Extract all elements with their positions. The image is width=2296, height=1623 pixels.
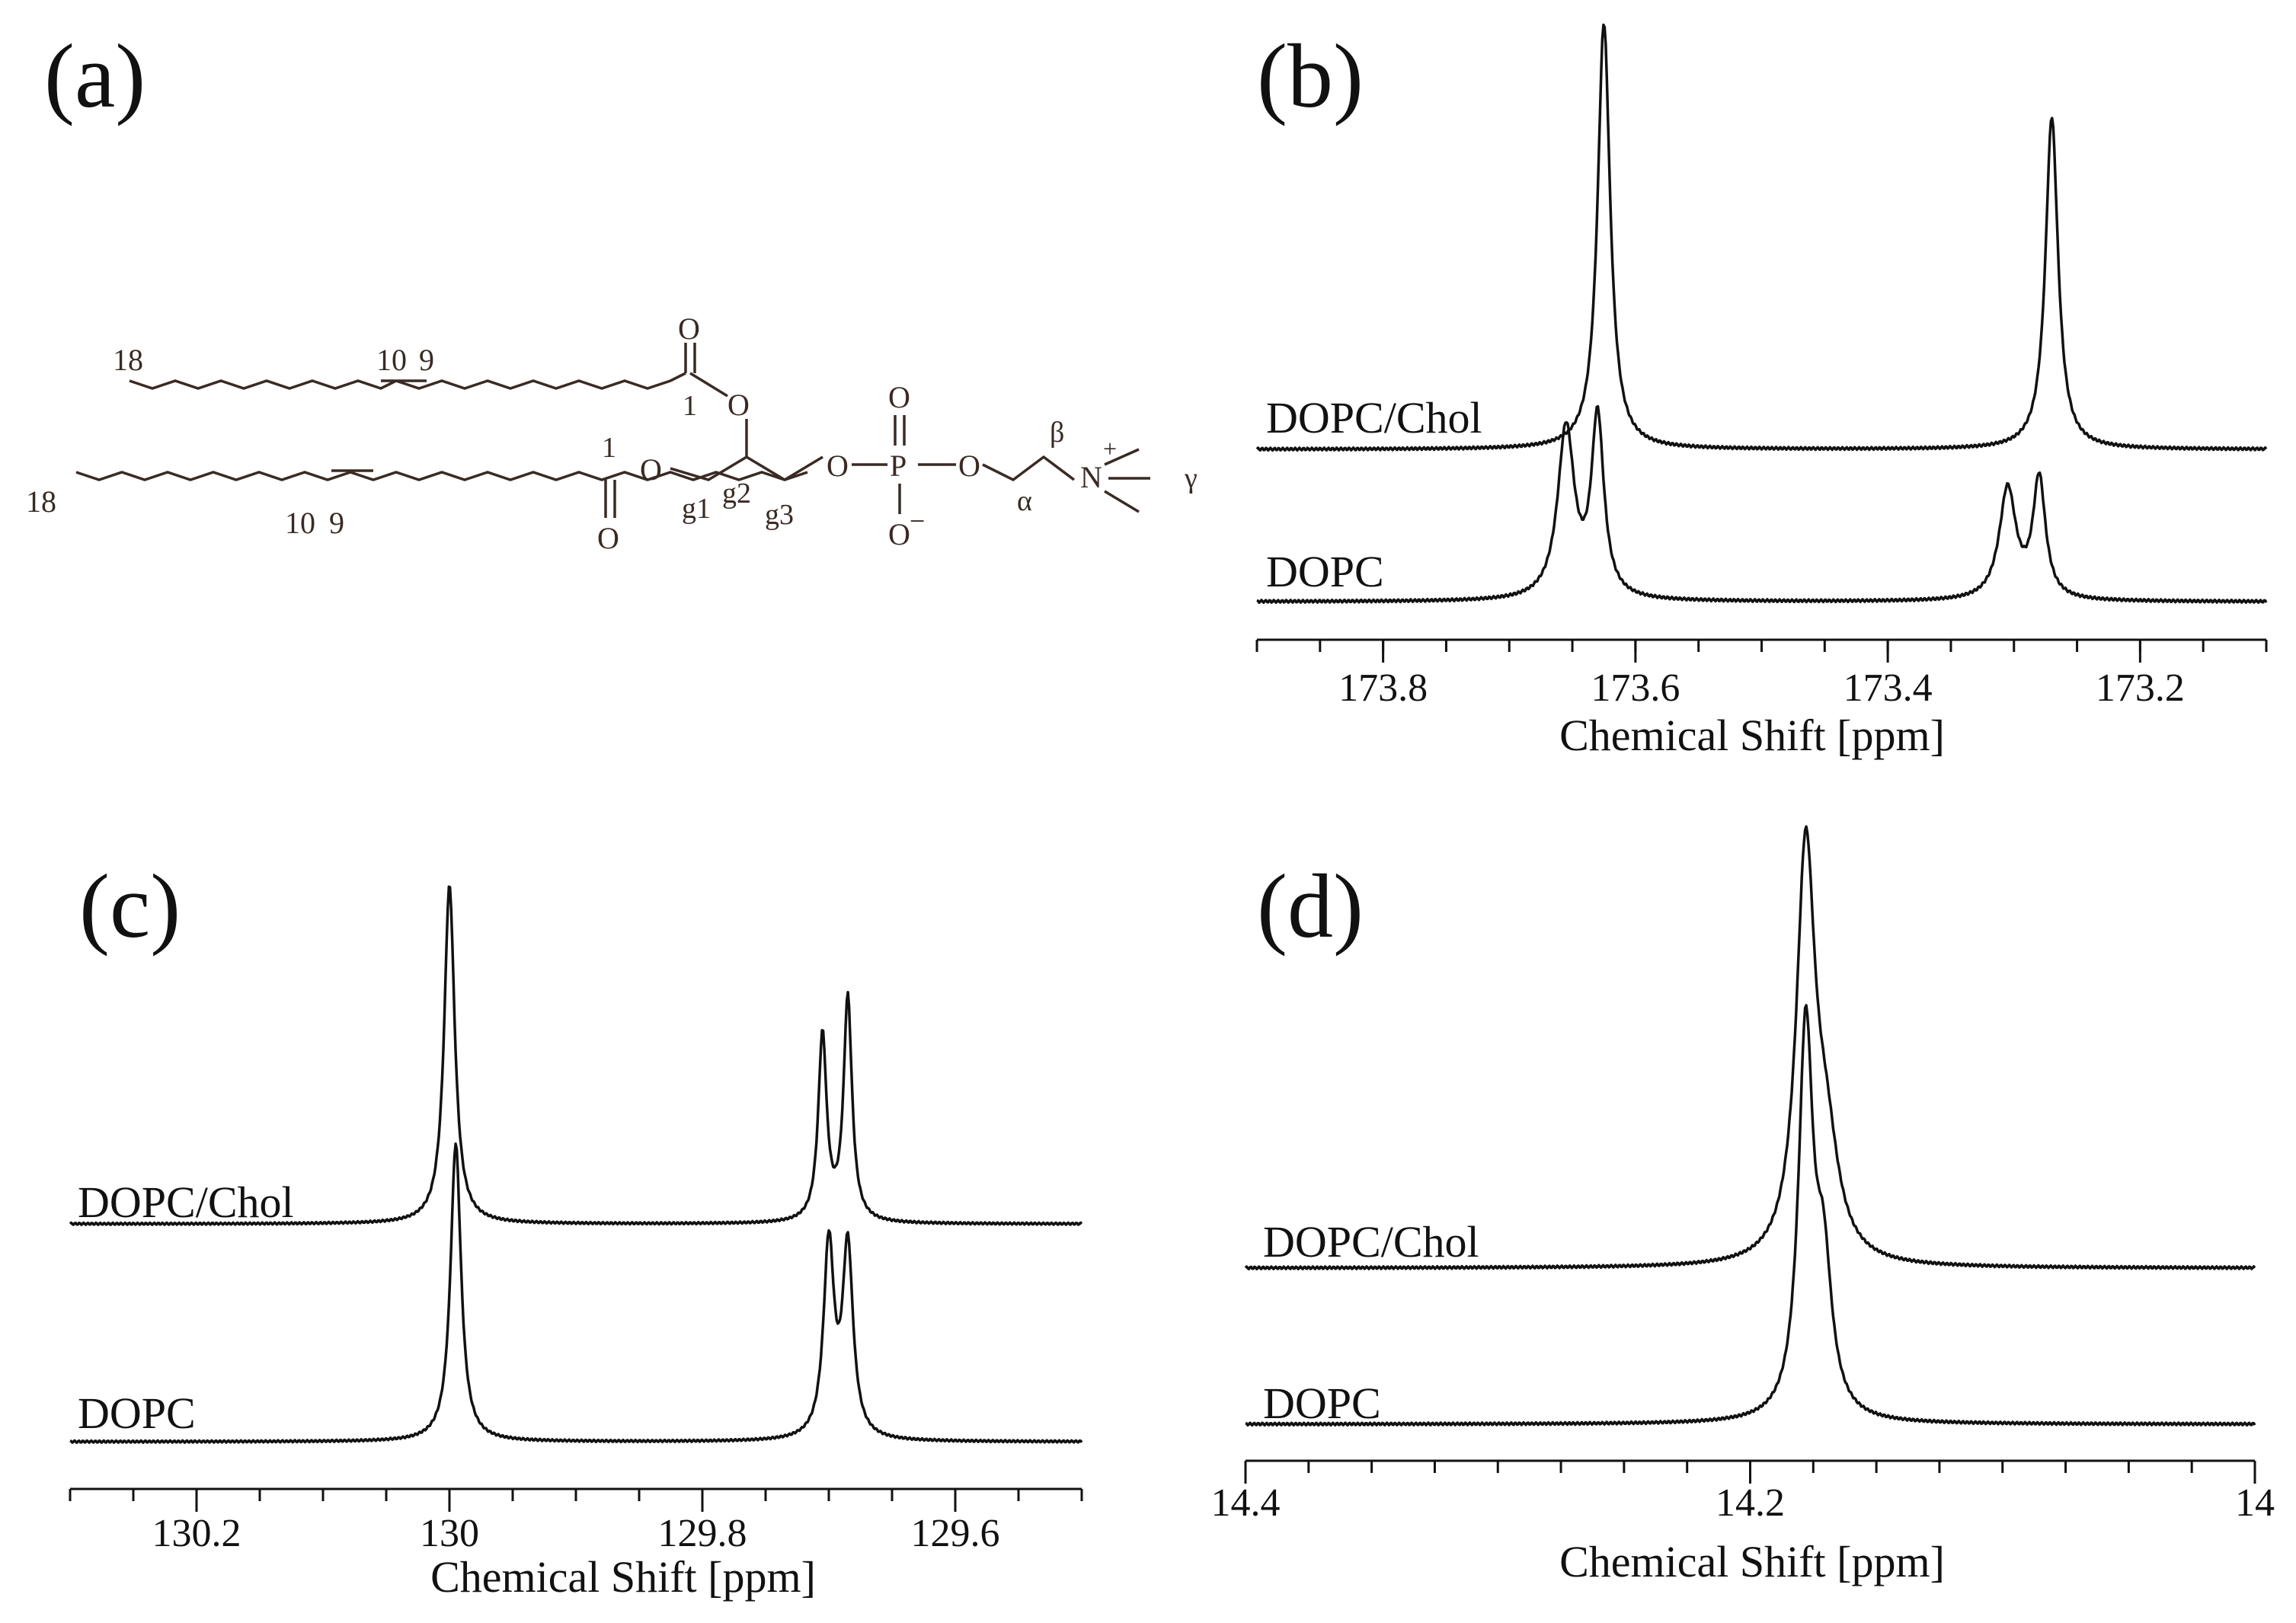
panel-b-tick-label: 173.8 [1338, 666, 1428, 710]
panel-d-trace-dopc [1245, 1004, 2256, 1427]
panel-d-tick-label: 14.2 [1716, 1481, 1785, 1525]
n-methyl-3 [1104, 490, 1140, 513]
spectrum-panel-d: DOPC/Chol DOPC Chemical Shift [ppm] 14.4… [1211, 825, 2275, 1586]
glycerol-g1: g1 [682, 493, 711, 525]
panel-b-tick-label: 173.4 [1844, 666, 1933, 710]
panel-c-series-1-label: DOPC/Chol [78, 1177, 294, 1227]
chain2-c10: 10 [285, 506, 315, 540]
chain1-o-carbonyl: O [678, 312, 700, 346]
panel-b-series-2-label: DOPC [1266, 547, 1384, 596]
panel-c-trace-dopc-chol [69, 885, 1083, 1226]
n-methyl-1 [1104, 448, 1140, 466]
chain2-o-ester: O [640, 452, 662, 487]
panel-b-label: (b) [1257, 25, 1364, 126]
spectrum-panel-c: DOPC/Chol DOPC Chemical Shift [ppm] 130.… [69, 885, 1083, 1602]
chain2-o-carbonyl: O [597, 521, 619, 555]
panel-c-tick-label: 130 [420, 1512, 479, 1555]
chain1-ester [689, 372, 728, 398]
panel-d-tick-label: 14.4 [1211, 1481, 1281, 1525]
panel-c-trace-dopc [69, 1142, 1083, 1444]
chain2-zigzag [75, 471, 351, 481]
chain1-c18: 18 [113, 343, 143, 377]
panel-c-label: (c) [79, 855, 181, 957]
beta-label: β [1050, 417, 1064, 449]
nitrogen: N [1080, 460, 1102, 494]
panel-b-xlabel: Chemical Shift [ppm] [1559, 711, 1945, 760]
chain1-zigzag [129, 379, 397, 390]
chain1-c9: 9 [419, 343, 434, 377]
choline-oxygen: O [958, 449, 980, 483]
gamma-label: γ [1184, 462, 1198, 494]
panel-b-tick-label: 173.6 [1591, 666, 1680, 710]
panel-d-trace-dopc-chol [1244, 825, 2256, 1270]
choline-chain [982, 455, 1076, 482]
panel-b-trace-dopc [1256, 404, 2268, 604]
panel-c-series-2-label: DOPC [78, 1388, 196, 1438]
alpha-label: α [1017, 485, 1032, 517]
panel-b-series-1-label: DOPC/Chol [1266, 393, 1482, 442]
panel-d-series-1-label: DOPC/Chol [1263, 1217, 1479, 1267]
panel-d-series-2-label: DOPC [1263, 1379, 1381, 1428]
panel-b-trace-dopc-chol [1255, 23, 2268, 452]
plus-charge: + [1103, 435, 1117, 462]
chain2-c1: 1 [602, 432, 616, 464]
panel-c-tick-label: 130.2 [152, 1512, 241, 1555]
spectrum-panel-b: DOPC/Chol DOPC Chemical Shift [ppm] 173.… [1255, 23, 2268, 760]
phosphorus: P [890, 449, 907, 483]
p-oxygen-bottom: O [888, 517, 910, 551]
panel-d-xlabel: Chemical Shift [ppm] [1559, 1537, 1945, 1586]
panel-d-label: (d) [1257, 855, 1364, 957]
glycerol-g2: g2 [722, 478, 751, 510]
panel-c-tick-label: 129.8 [658, 1512, 747, 1555]
chain1-zigzag-b [395, 372, 686, 390]
panel-b-tick-label: 173.2 [2096, 666, 2185, 710]
panel-c-xlabel: Chemical Shift [ppm] [430, 1552, 816, 1602]
minus-charge: − [910, 506, 925, 536]
chain2-c9: 9 [329, 506, 344, 540]
panel-d-tick-label: 14 [2235, 1481, 2275, 1525]
panel-c-tick-label: 129.6 [911, 1512, 1000, 1555]
chain2-c18: 18 [26, 484, 56, 519]
chain2-zigzag-b [350, 471, 808, 481]
g3-oxygen: O [827, 449, 849, 483]
chain1-c10: 10 [376, 343, 407, 377]
chain1-c1: 1 [683, 390, 697, 422]
chain1-o-ester: O [727, 388, 750, 422]
panel-a-label: (a) [44, 25, 146, 126]
glycerol-g3: g3 [765, 499, 794, 531]
p-oxygen-top: O [888, 380, 910, 414]
